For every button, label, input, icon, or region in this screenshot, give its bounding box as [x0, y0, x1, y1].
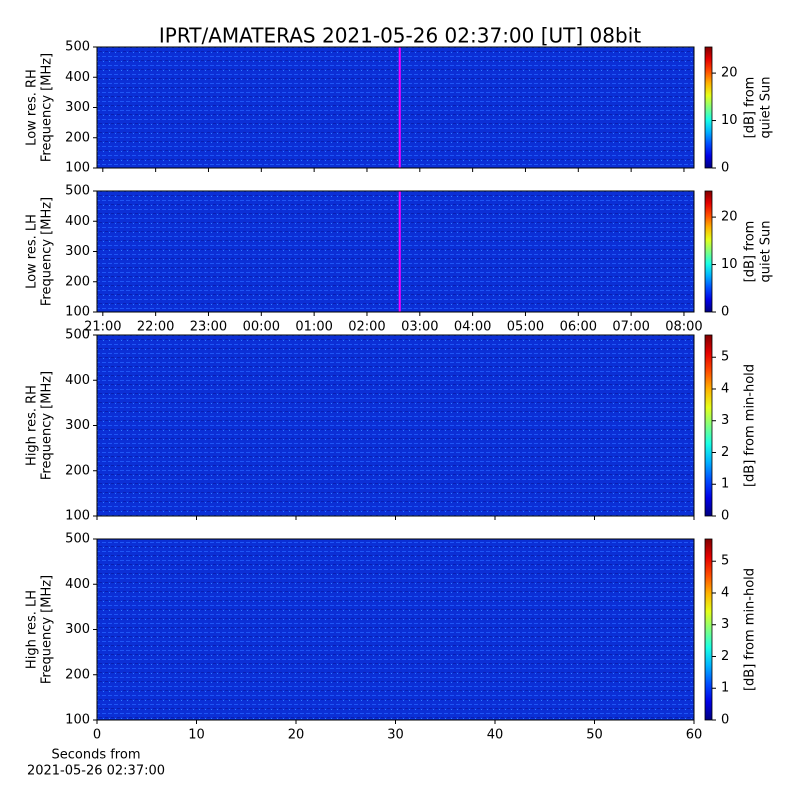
x-tick-label: 23:00 — [190, 320, 227, 335]
colorbar-tick-label: 10 — [721, 257, 738, 272]
spectrogram — [97, 539, 694, 720]
y-axis-label: Frequency [MHz] — [40, 371, 55, 480]
y-tick-label: 100 — [65, 713, 90, 728]
x-tick-label: 01:00 — [295, 320, 332, 335]
y-tick-label: 500 — [65, 532, 90, 547]
colorbar-label: [dB] from min-hold — [743, 568, 758, 691]
colorbar-tick-label: 20 — [721, 66, 738, 81]
colorbar-tick-label: 3 — [721, 617, 729, 632]
colorbar-tick-label: 2 — [721, 445, 729, 460]
colorbar-tick-label: 0 — [721, 713, 729, 728]
colorbar-tick-label: 20 — [721, 210, 738, 225]
x-tick-label: 10 — [188, 728, 205, 743]
spectrogram — [97, 47, 694, 168]
colorbar-tick-label: 0 — [721, 161, 729, 176]
x-tick-label: 00:00 — [243, 320, 280, 335]
x-tick-label: 60 — [686, 728, 703, 743]
y-axis-label: Low res. LH — [25, 214, 40, 289]
colorbar — [704, 334, 713, 517]
y-tick-label: 400 — [65, 214, 90, 229]
y-axis-label: Frequency [MHz] — [40, 575, 55, 684]
x-tick-label: 21:00 — [84, 320, 121, 335]
colorbar-tick-label: 5 — [721, 554, 729, 569]
colorbar-tick-label: 0 — [721, 305, 729, 320]
colorbar-tick-label: 2 — [721, 649, 729, 664]
y-tick-label: 300 — [65, 100, 90, 115]
x-tick-label: 05:00 — [507, 320, 544, 335]
y-tick-label: 200 — [65, 130, 90, 145]
x-tick-label: 04:00 — [454, 320, 491, 335]
colorbar-tick-label: 5 — [721, 350, 729, 365]
y-tick-label: 200 — [65, 463, 90, 478]
colorbar-label: quiet Sun — [759, 76, 774, 138]
colorbar — [704, 538, 713, 721]
y-tick-label: 200 — [65, 274, 90, 289]
y-tick-label: 100 — [65, 161, 90, 176]
colorbar-tick-label: 10 — [721, 113, 738, 128]
colorbar — [704, 46, 713, 169]
x-tick-label: 06:00 — [560, 320, 597, 335]
x-tick-label: 03:00 — [401, 320, 438, 335]
y-tick-label: 300 — [65, 622, 90, 637]
colorbar-tick-label: 0 — [721, 509, 729, 524]
spectrogram — [97, 191, 694, 312]
colorbar-label: quiet Sun — [759, 220, 774, 282]
colorbar-tick-label: 1 — [721, 681, 729, 696]
colorbar-tick-label: 3 — [721, 413, 729, 428]
colorbar-label: [dB] from — [743, 77, 758, 139]
x-axis-label: 2021-05-26 02:37:00 — [27, 764, 165, 779]
colorbar-label: [dB] from — [743, 221, 758, 283]
y-axis-label: Low res. RH — [25, 69, 40, 146]
y-tick-label: 100 — [65, 509, 90, 524]
y-tick-label: 500 — [65, 184, 90, 199]
y-tick-label: 500 — [65, 328, 90, 343]
x-tick-label: 20 — [288, 728, 305, 743]
y-axis-label: High res. LH — [25, 590, 40, 669]
y-axis-label: Frequency [MHz] — [40, 197, 55, 306]
y-tick-label: 300 — [65, 418, 90, 433]
colorbar — [704, 190, 713, 313]
y-tick-label: 500 — [65, 40, 90, 55]
x-axis-label: Seconds from — [51, 748, 140, 763]
y-tick-label: 300 — [65, 244, 90, 259]
x-tick-label: 40 — [487, 728, 504, 743]
colorbar-tick-label: 4 — [721, 585, 729, 600]
chart-title: IPRT/AMATERAS 2021-05-26 02:37:00 [UT] 0… — [159, 24, 641, 48]
y-tick-label: 400 — [65, 373, 90, 388]
x-tick-label: 02:00 — [348, 320, 385, 335]
colorbar-tick-label: 4 — [721, 381, 729, 396]
colorbar-tick-label: 1 — [721, 477, 729, 492]
y-tick-label: 200 — [65, 667, 90, 682]
y-tick-label: 400 — [65, 577, 90, 592]
x-tick-label: 08:00 — [665, 320, 702, 335]
y-tick-label: 400 — [65, 70, 90, 85]
x-tick-label: 07:00 — [612, 320, 649, 335]
y-axis-label: Frequency [MHz] — [40, 53, 55, 162]
spectrogram — [97, 335, 694, 516]
x-tick-label: 50 — [586, 728, 603, 743]
x-tick-label: 0 — [93, 728, 101, 743]
x-tick-label: 30 — [387, 728, 404, 743]
x-tick-label: 22:00 — [137, 320, 174, 335]
colorbar-label: [dB] from min-hold — [743, 364, 758, 487]
y-axis-label: High res. RH — [25, 385, 40, 466]
y-tick-label: 100 — [65, 305, 90, 320]
